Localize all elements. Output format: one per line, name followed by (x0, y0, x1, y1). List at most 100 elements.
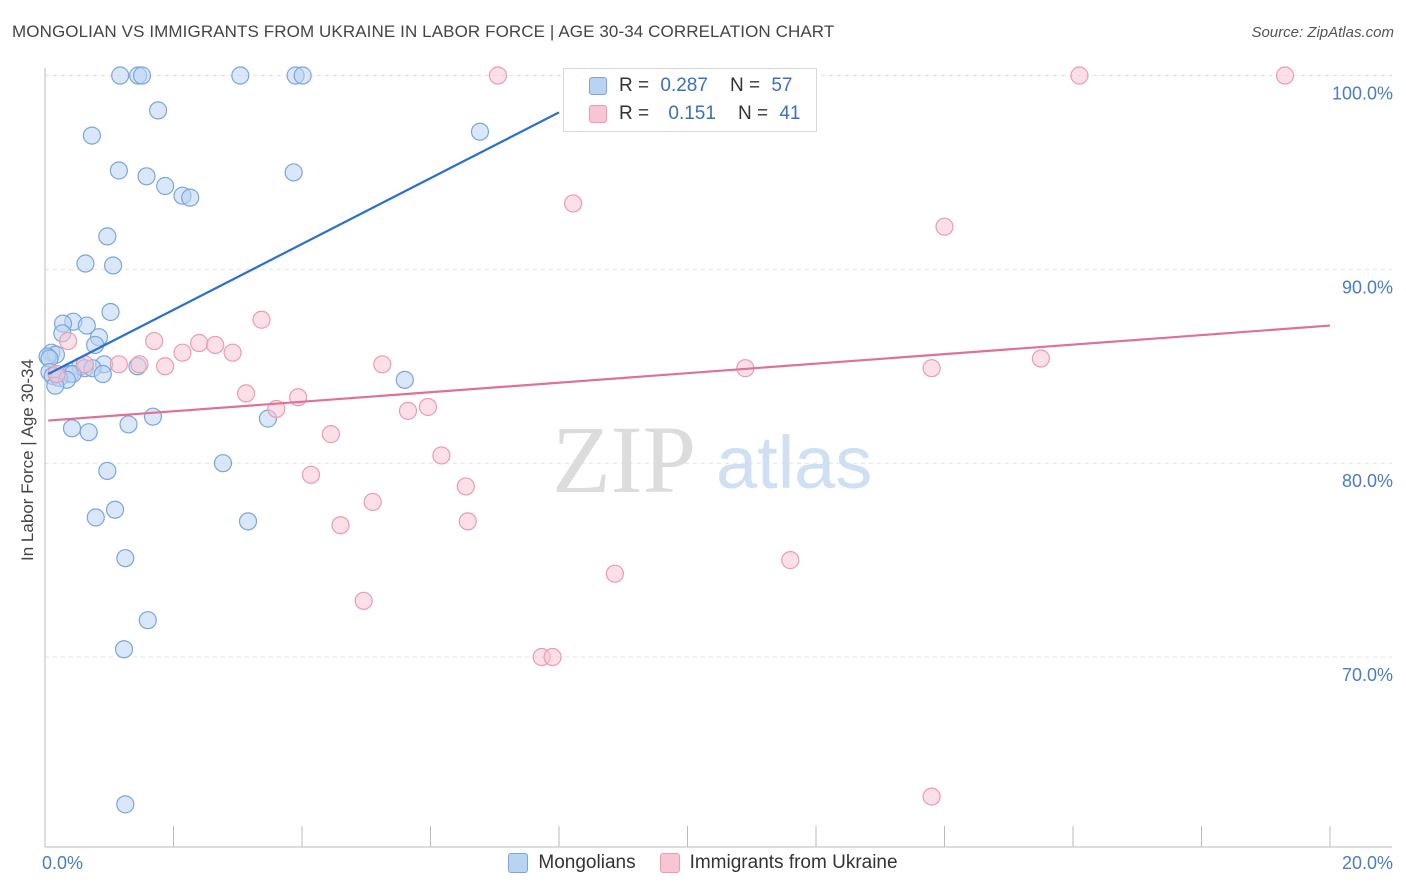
ukraine-point (301, 465, 321, 484)
watermark-zip: ZIP (552, 406, 696, 513)
mongolian-point (137, 167, 156, 186)
mongolian-point (111, 66, 130, 85)
ukraine-point (354, 591, 373, 610)
mongolians-n-label: N = (729, 75, 761, 96)
mongolian-point (284, 163, 303, 182)
mongolian-point (132, 66, 152, 85)
axes (44, 68, 1392, 848)
mongolian-point (79, 423, 98, 442)
ukraine-point (418, 397, 438, 417)
ukraine-point (456, 477, 475, 496)
ukraine-point (59, 331, 78, 351)
ukraine-point (432, 446, 451, 465)
ukraine-point (781, 551, 800, 570)
legend-label-mongolians: Mongolians (538, 852, 636, 873)
ukraine-point (331, 516, 350, 535)
trendlines (47, 111, 1331, 422)
ukraine-swatch (589, 105, 607, 123)
ukraine-point (935, 217, 954, 236)
mongolian-point (98, 227, 117, 246)
mongolian-point (76, 254, 95, 273)
mongolian-point (231, 66, 250, 85)
mongolian-point (181, 188, 200, 207)
mongolian-point (109, 161, 128, 180)
mongolian-point (86, 508, 105, 527)
ukraine-point (363, 492, 382, 512)
ukraine-point (130, 355, 149, 374)
mongolian-point (98, 461, 117, 481)
ukraine-point (321, 425, 341, 444)
mongolian-point (143, 407, 163, 426)
mongolian-point (77, 316, 96, 335)
ukraine-point (1031, 349, 1050, 368)
chart-title: MONGOLIAN VS IMMIGRANTS FROM UKRAINE IN … (12, 22, 835, 41)
mongolian-point (119, 415, 138, 434)
legend-item-ukraine[interactable]: Immigrants from Ukraine (659, 852, 898, 874)
mongolian-point (104, 256, 123, 275)
ukraine-point (173, 343, 192, 362)
mongolian-point (116, 549, 135, 568)
mongolian-point (156, 176, 175, 196)
ukraine-point (605, 564, 624, 583)
mongolian-point (93, 364, 112, 384)
ukraine-point (564, 194, 583, 213)
mongolians-swatch (589, 77, 607, 95)
ukraine-r-value: 0.151 (668, 103, 716, 124)
ukraine-point (458, 512, 477, 531)
legend-swatch-ukraine (659, 853, 680, 873)
ukraine-point (109, 355, 128, 374)
ukraine-point (1070, 66, 1089, 85)
mongolian-point (238, 512, 258, 531)
ukraine-point (488, 66, 508, 85)
y-tick-label: 90.0% (1342, 277, 1393, 297)
y-tick-label: 80.0% (1342, 471, 1393, 491)
source-label: Source: ZipAtlas.com (1251, 24, 1394, 41)
ukraine-point (47, 364, 66, 384)
tick-labels: 100.0% 90.0% 80.0% 70.0% 0.0% 20.0% (42, 84, 1393, 873)
mongolian-point (114, 640, 134, 659)
mongolians-points (38, 66, 490, 814)
ukraine-point (156, 357, 175, 376)
ukraine-trendline (48, 324, 1331, 422)
mongolian-point (470, 122, 490, 141)
mongolian-point (395, 370, 414, 389)
y-tick-label: 100.0% (1332, 84, 1393, 104)
legend: Mongolians Immigrants from Ukraine (0, 852, 1406, 874)
gridlines (45, 75, 1392, 658)
ukraine-n-label: N = (737, 103, 769, 124)
y-tick-label: 70.0% (1342, 665, 1393, 685)
stats-legend-box: R = 0.287 N = 57 R = 0.151 N = 41 (563, 68, 817, 132)
ukraine-n-value: 41 (779, 103, 801, 124)
stats-row-mongolians: R = 0.287 N = 57 (564, 72, 792, 100)
x-tick-label: 0.0% (42, 853, 83, 873)
x-tick-label: 20.0% (1342, 853, 1393, 873)
ukraine-point (1275, 66, 1295, 85)
legend-label-ukraine: Immigrants from Ukraine (689, 852, 898, 873)
ukraine-point (223, 343, 242, 362)
stats-row-ukraine: R = 0.151 N = 41 (564, 100, 800, 128)
ukraine-point (237, 384, 256, 403)
mongolians-trendline (47, 111, 560, 376)
ukraine-point (922, 359, 941, 378)
ukraine-point (373, 355, 392, 374)
watermark-atlas: atlas (716, 421, 872, 504)
ukraine-point (206, 335, 225, 355)
ukraine-points (47, 66, 1295, 806)
mongolians-r-value: 0.287 (660, 75, 708, 96)
legend-swatch-mongolians (508, 853, 529, 873)
watermark: ZIP atlas (552, 406, 872, 513)
mongolian-point (138, 611, 157, 630)
ukraine-r-label: R = (619, 103, 650, 124)
mongolian-point (105, 500, 125, 519)
mongolian-point (62, 419, 82, 438)
ukraine-point (398, 401, 418, 420)
mongolian-point (101, 302, 120, 322)
mongolian-point (293, 66, 312, 85)
legend-item-mongolians[interactable]: Mongolians (508, 852, 636, 874)
mongolians-n-value: 57 (771, 75, 793, 96)
mongolians-r-label: R = (619, 75, 650, 96)
ukraine-point (252, 310, 271, 329)
ukraine-point (145, 331, 164, 351)
ukraine-point (190, 333, 209, 353)
